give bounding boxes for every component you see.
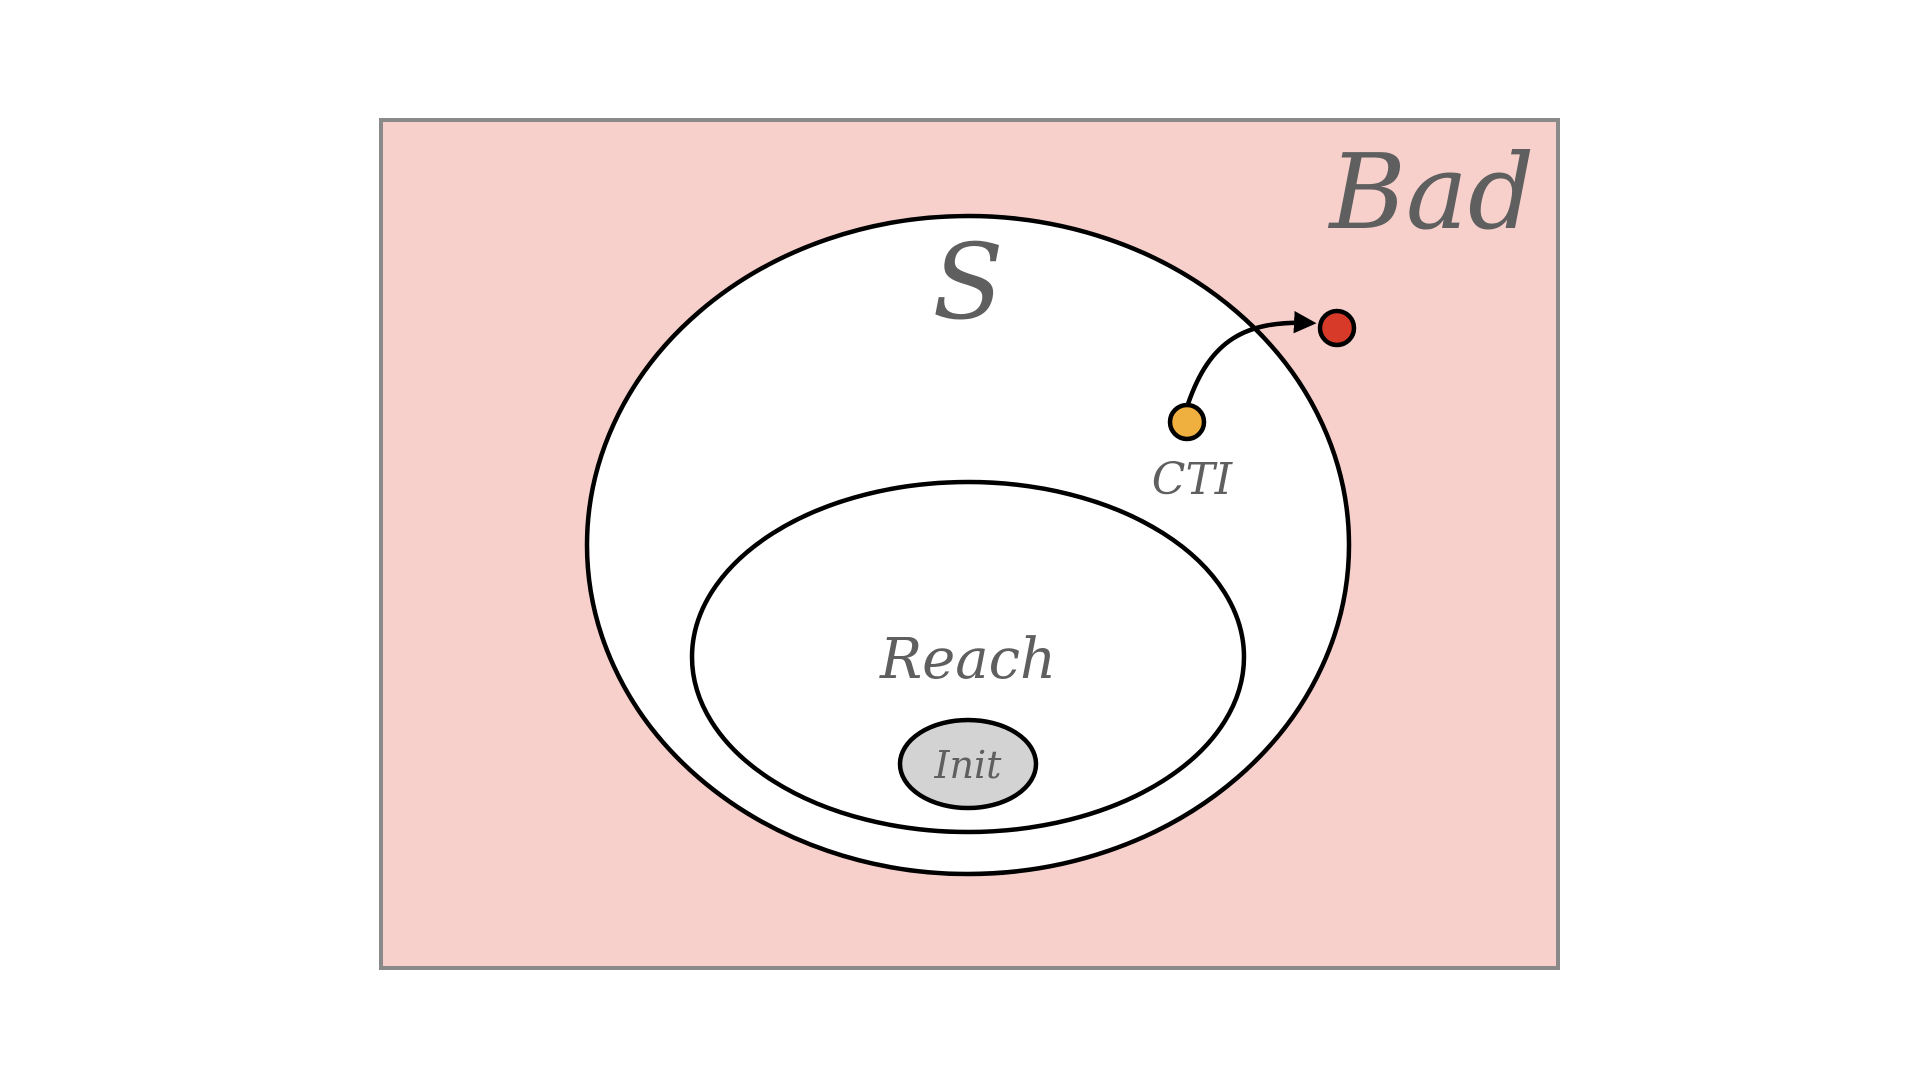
safe-set-label: S [932, 221, 1003, 343]
cti-point [1167, 402, 1207, 442]
init-label: Init [934, 743, 1003, 787]
cti-label: CTI [1152, 454, 1234, 505]
bad-state-point [1317, 308, 1357, 348]
transition-arrow [1185, 310, 1317, 405]
reach-label: Reach [879, 627, 1056, 692]
reach-ellipse [689, 479, 1247, 835]
init-ellipse [897, 717, 1039, 811]
bad-label: Bad [1327, 131, 1534, 253]
